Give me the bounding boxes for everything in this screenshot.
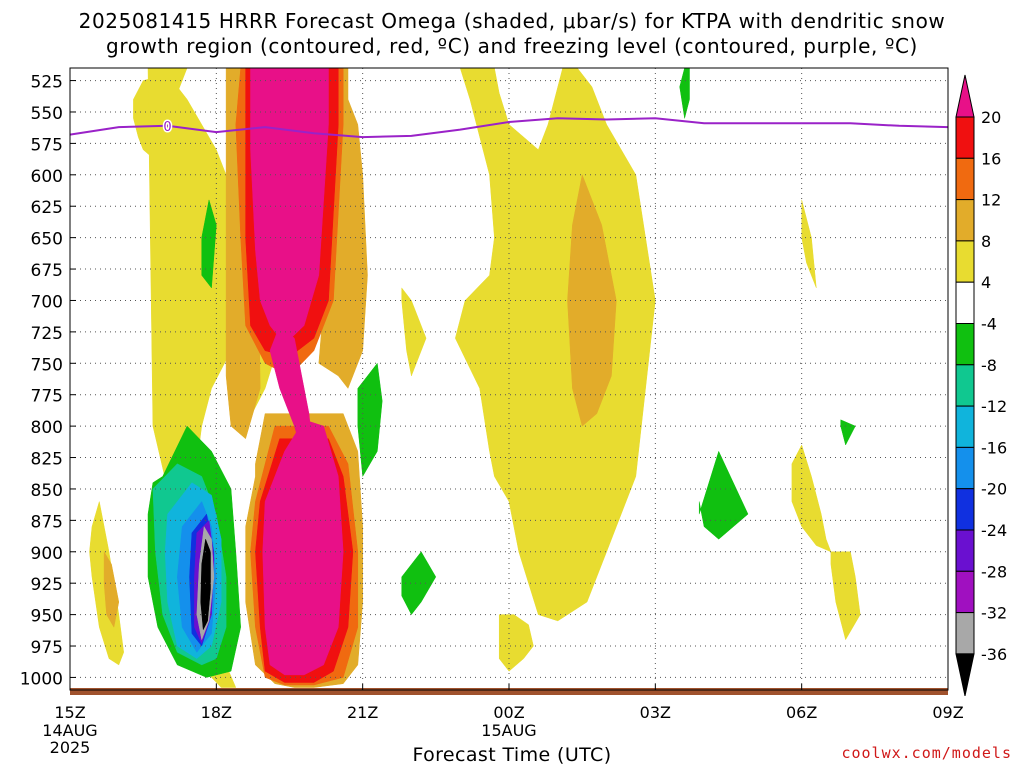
xtick-label-21Z: 21Z: [347, 703, 378, 722]
colorbar-label-6: -8: [981, 356, 997, 375]
colorbar-label-2: 12: [981, 191, 1001, 210]
ytick-label-925: 925: [31, 575, 63, 595]
colorbar-swatch-6: [955, 364, 975, 407]
omega-region-21: [201, 199, 217, 289]
colorbar-label-12: -32: [981, 604, 1007, 623]
xtick-label-03Z: 03Z: [640, 703, 671, 722]
ytick-label-1000: 1000: [20, 669, 63, 689]
ytick-label-650: 650: [31, 230, 63, 250]
omega-region-7: [830, 551, 861, 641]
omega-region-6: [791, 444, 832, 553]
freezing-level-label: 0: [163, 120, 171, 135]
colorbar-swatch-10: [955, 529, 975, 572]
colorbar-label-9: -20: [981, 480, 1007, 499]
ytick-label-800: 800: [31, 418, 63, 438]
omega-region-33: [200, 538, 211, 631]
colorbar-swatch-2: [955, 199, 975, 242]
ytick-label-575: 575: [31, 135, 63, 155]
colorbar-label-0: 20: [981, 108, 1001, 127]
ytick-label-825: 825: [31, 450, 63, 470]
omega-region-3: [498, 614, 534, 672]
colorbar-swatch-9: [955, 488, 975, 531]
colorbar-bottom-arrow: [955, 653, 975, 697]
omega-region-4: [401, 287, 427, 377]
colorbar-label-1: 16: [981, 149, 1001, 168]
colorbar-label-10: -24: [981, 521, 1007, 540]
colorbar-swatch-0: [955, 116, 975, 159]
credit-link[interactable]: coolwx.com/models: [841, 744, 1012, 762]
colorbar-top-arrow: [955, 74, 975, 118]
colorbar-swatch-1: [955, 157, 975, 201]
xtick-sublabel-15AUG: 15AUG: [481, 721, 536, 740]
xtick-label-18Z: 18Z: [201, 703, 232, 722]
ytick-label-600: 600: [31, 167, 63, 187]
ytick-label-775: 775: [31, 387, 63, 407]
ytick-label-950: 950: [31, 607, 63, 627]
colorbar-label-13: -36: [981, 645, 1007, 664]
xtick-label-09Z: 09Z: [932, 703, 963, 722]
ground-bar: [70, 688, 948, 695]
colorbar: 20 16 12 8 4 -4 -8 -12 -16 -20 -24 -28 -32 -36: [955, 74, 1007, 697]
chart-title-line1: 2025081415 HRRR Forecast Omega (shaded, …: [78, 9, 946, 33]
ytick-label-700: 700: [31, 292, 63, 312]
omega-region-23: [401, 551, 437, 616]
x-axis-title: Forecast Time (UTC): [412, 744, 612, 766]
ytick-label-625: 625: [31, 198, 63, 218]
freezing-level-contour: 0: [69, 117, 949, 139]
omega-shading: [89, 67, 861, 688]
colorbar-swatch-5: [955, 323, 975, 366]
ytick-label-550: 550: [31, 104, 63, 124]
xtick-label-15Z: 15Z: [54, 703, 85, 722]
omega-region-9: [567, 173, 617, 427]
xtick-sublabel-2025: 2025: [50, 738, 91, 757]
colorbar-label-11: -28: [981, 562, 1007, 581]
colorbar-swatch-4: [955, 281, 975, 325]
ytick-label-750: 750: [31, 355, 63, 375]
ytick-label-725: 725: [31, 324, 63, 344]
omega-region-22: [357, 362, 383, 478]
omega-region-8: [103, 550, 120, 628]
colorbar-label-5: -4: [981, 315, 997, 334]
colorbar-label-3: 8: [981, 232, 991, 251]
xtick-label-06Z: 06Z: [786, 703, 817, 722]
freezing-level-line: [69, 117, 949, 139]
ytick-label-675: 675: [31, 261, 63, 281]
colorbar-label-8: -16: [981, 438, 1007, 457]
chart-title-line2: growth region (contoured, red, ºC) and f…: [106, 34, 918, 58]
xtick-sublabel-14AUG: 14AUG: [42, 721, 97, 740]
omega-region-5: [801, 199, 817, 288]
omega-region-26: [840, 419, 856, 446]
omega-region-25: [698, 450, 749, 540]
colorbar-swatch-12: [955, 612, 975, 655]
colorbar-label-7: -12: [981, 397, 1007, 416]
colorbar-swatch-8: [955, 446, 975, 490]
ytick-label-525: 525: [31, 73, 63, 93]
colorbar-swatch-7: [955, 405, 975, 448]
ytick-label-850: 850: [31, 481, 63, 501]
ytick-label-975: 975: [31, 638, 63, 658]
colorbar-swatch-3: [955, 240, 975, 283]
colorbar-label-4: 4: [981, 273, 991, 292]
omega-region-24: [679, 67, 690, 119]
colorbar-swatch-11: [955, 570, 975, 614]
pressure-axis: 525 550 575 600 625 650 675 700 725 750 775 800 825 8…: [20, 73, 76, 689]
ytick-label-900: 900: [31, 544, 63, 564]
omega-region-11: [318, 67, 368, 389]
xtick-label-00Z: 00Z: [493, 703, 524, 722]
ytick-label-875: 875: [31, 512, 63, 532]
